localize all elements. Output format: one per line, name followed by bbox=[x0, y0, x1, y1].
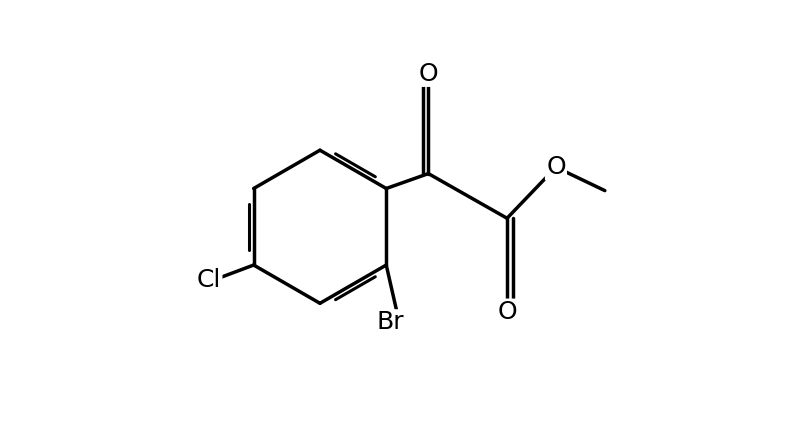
Text: O: O bbox=[546, 155, 565, 179]
Text: O: O bbox=[419, 62, 438, 86]
Text: Br: Br bbox=[377, 310, 404, 334]
Text: O: O bbox=[497, 300, 517, 324]
Text: Cl: Cl bbox=[197, 268, 221, 292]
